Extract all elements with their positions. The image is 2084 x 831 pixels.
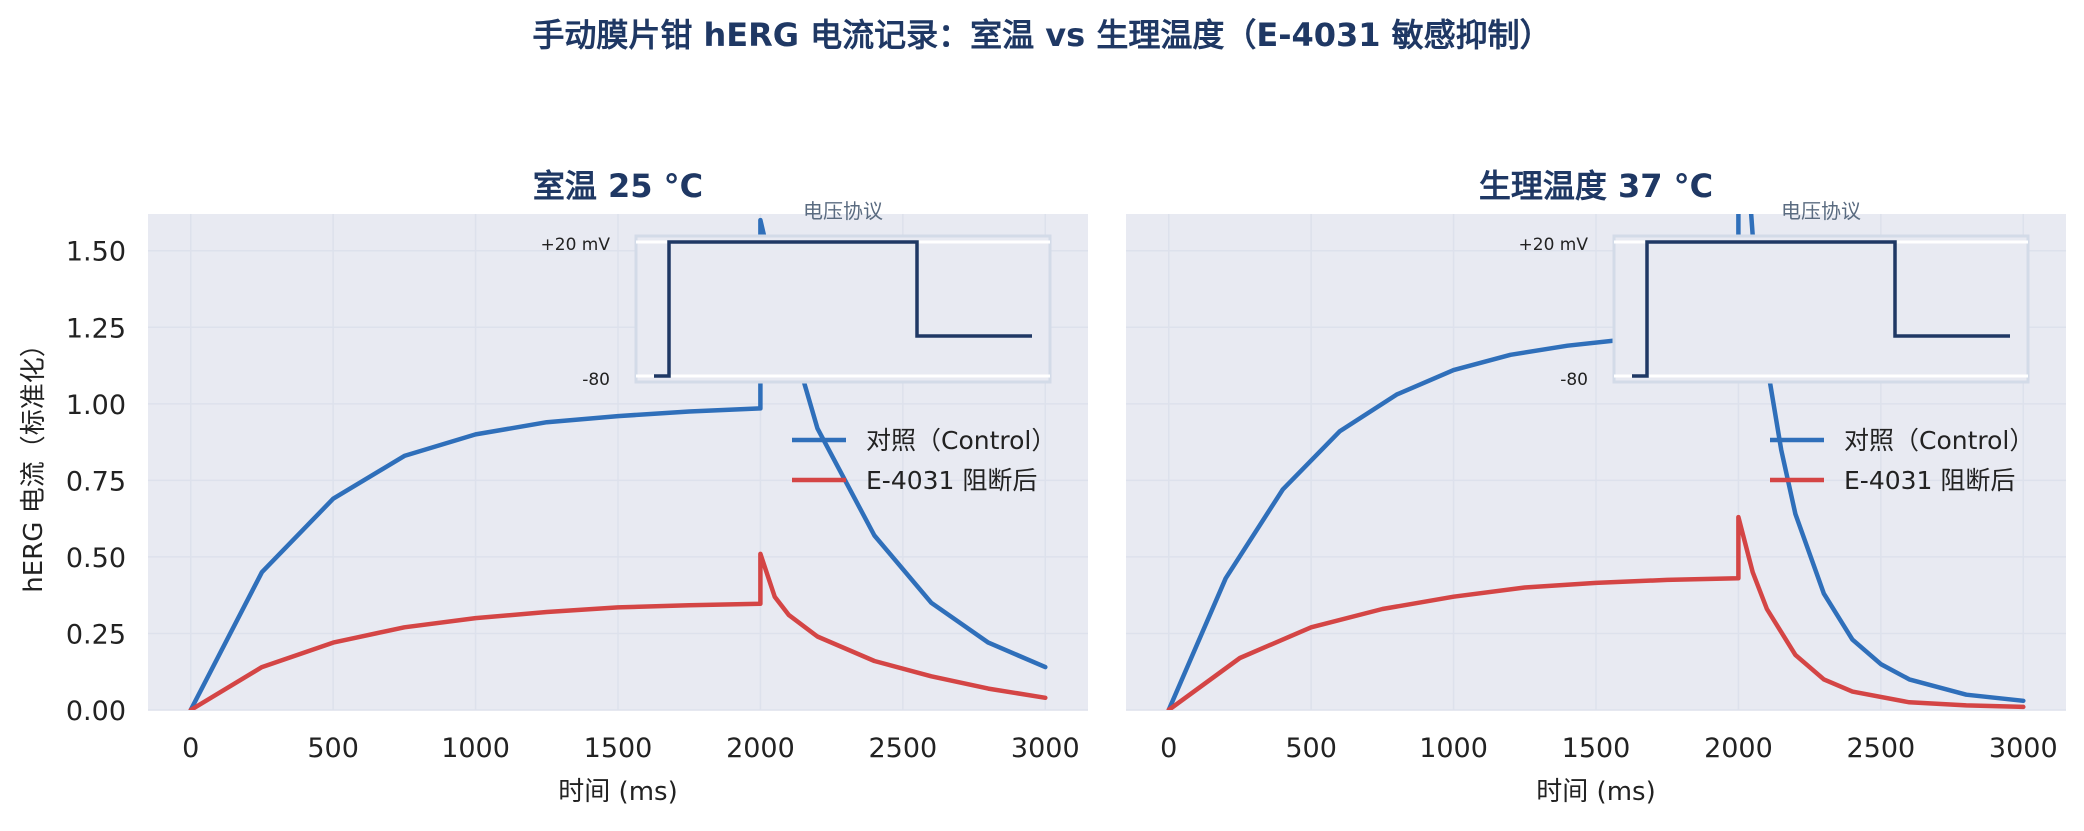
series-line-blocked: [1166, 514, 2026, 710]
x-tick-label: 1000: [1419, 733, 1488, 764]
inset-title: 电压协议: [1781, 199, 1861, 223]
y-tick-label: 0.50: [66, 543, 126, 574]
legend-label-blocked: E-4031 阻断后: [1844, 466, 2015, 495]
legend: 对照（Control） E-4031 阻断后: [1770, 426, 2034, 495]
legend: 对照（Control） E-4031 阻断后: [792, 426, 1056, 495]
x-tick-label: 2000: [726, 733, 795, 764]
x-tick-label: 1500: [1562, 733, 1631, 764]
x-tick-label: 500: [307, 733, 359, 764]
panel-title: 室温 25 °C: [533, 167, 703, 205]
x-tick-label: 500: [1285, 733, 1337, 764]
x-tick-label: 0: [1160, 733, 1177, 764]
x-tick-label: 2500: [868, 733, 937, 764]
inset-title: 电压协议: [803, 199, 883, 223]
voltage-protocol-inset: 电压协议 +20 mV -80: [1519, 199, 2030, 390]
inset-label-plus20: +20 mV: [541, 235, 611, 255]
y-tick-label: 1.50: [66, 237, 126, 268]
y-tick-label: 0.75: [66, 466, 126, 497]
figure-title: 手动膜片钳 hERG 电流记录：室温 vs 生理温度（E-4031 敏感抑制）: [532, 16, 1551, 54]
panel-title: 生理温度 37 °C: [1479, 167, 1713, 205]
inset-frame: [1612, 234, 2030, 384]
voltage-protocol-trace: [654, 240, 1032, 378]
x-axis-label: 时间 (ms): [558, 777, 677, 807]
y-tick-label: 0.25: [66, 619, 126, 650]
x-tick-label: 1500: [584, 733, 653, 764]
series-line-blocked: [188, 551, 1048, 710]
y-tick-label: 1.25: [66, 313, 126, 344]
x-axis-label: 时间 (ms): [1536, 777, 1655, 807]
panel-physiological-temp: 生理温度 37 °C 0 500 1000 1500 2000 2500 3000 时间 (…: [1126, 167, 2066, 807]
y-tick-labels: 0.00 0.25 0.50 0.75 1.00 1.25 1.50: [66, 237, 126, 727]
inset-frame: [634, 234, 1052, 384]
y-axis-label: hERG 电流（标准化）: [19, 331, 49, 592]
x-tick-label: 3000: [1989, 733, 2058, 764]
panel-room-temp: 室温 25 °C 0.00 0.25 0.50 0.75 1.00 1.25 1.50 0 5…: [19, 167, 1088, 807]
inset-label-plus20: +20 mV: [1519, 235, 1589, 255]
legend-label-control: 对照（Control）: [866, 426, 1056, 455]
x-tick-label: 2000: [1704, 733, 1773, 764]
x-tick-label: 0: [182, 733, 199, 764]
voltage-protocol-trace: [1632, 240, 2010, 378]
y-tick-label: 0.00: [66, 696, 126, 727]
voltage-protocol-inset: 电压协议 +20 mV -80: [541, 199, 1052, 390]
series-layer: [1166, 214, 2026, 710]
grid: [148, 214, 1088, 711]
y-tick-label: 1.00: [66, 390, 126, 421]
inset-label-minus80: -80: [582, 370, 610, 390]
x-tick-label: 3000: [1011, 733, 1080, 764]
x-tick-labels: 0 500 1000 1500 2000 2500 3000: [182, 733, 1079, 764]
legend-label-blocked: E-4031 阻断后: [866, 466, 1037, 495]
series-line-control: [1166, 214, 2026, 710]
legend-label-control: 对照（Control）: [1844, 426, 2034, 455]
series-layer: [188, 217, 1048, 710]
x-tick-label: 2500: [1846, 733, 1915, 764]
inset-label-minus80: -80: [1560, 370, 1588, 390]
series-line-control: [188, 217, 1048, 710]
x-tick-labels: 0 500 1000 1500 2000 2500 3000: [1160, 733, 2057, 764]
x-tick-label: 1000: [441, 733, 510, 764]
